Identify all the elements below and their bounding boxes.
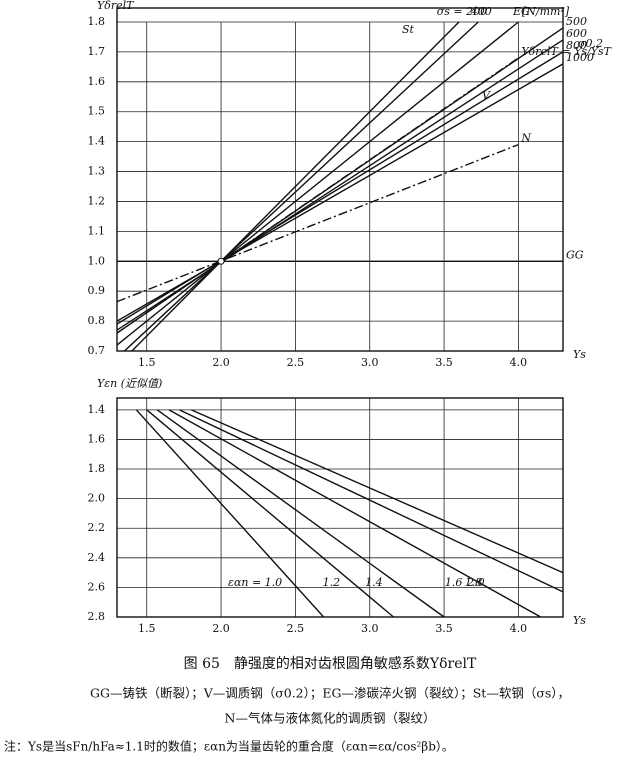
y-tick-label: 2.8 xyxy=(88,610,106,623)
series-label: σs = 200 xyxy=(437,5,487,18)
x-tick-label: 2.5 xyxy=(287,356,305,369)
y-tick-label: 1.8 xyxy=(88,462,106,475)
series-line xyxy=(179,409,564,593)
y-tick-label: 1.8 xyxy=(88,15,106,28)
y-tick-label: 1.6 xyxy=(88,432,106,445)
annotation: V xyxy=(482,89,491,102)
y-tick-label: 0.8 xyxy=(88,314,106,327)
annotation: St xyxy=(402,23,415,36)
series-line xyxy=(135,409,325,618)
y-tick-label: 1.5 xyxy=(88,105,106,118)
x-tick-label: 1.5 xyxy=(138,356,156,369)
series-label: YδrelT = Ys/YsT xyxy=(521,45,612,58)
series-line xyxy=(116,21,519,346)
x-axis-label: Ys xyxy=(573,614,586,627)
series-label: 500 xyxy=(566,15,587,28)
series-label: 400 xyxy=(470,5,492,18)
series-label: N xyxy=(520,132,531,145)
y-axis-label: Yεn (近似值) xyxy=(97,377,162,390)
x-tick-label: 1.5 xyxy=(138,622,156,635)
series-label: GG xyxy=(566,248,584,261)
x-tick-label: 3.0 xyxy=(361,622,379,635)
annotation: [N/mm²] xyxy=(522,5,570,18)
x-tick-label: 4.0 xyxy=(510,622,528,635)
series-label: 1.4 xyxy=(365,576,383,589)
series-label: 1.2 xyxy=(323,576,341,589)
series-label: EG xyxy=(512,5,530,18)
series-line xyxy=(156,409,445,618)
x-tick-label: 3.0 xyxy=(361,356,379,369)
x-tick-label: 3.5 xyxy=(435,356,453,369)
series-label: 800 xyxy=(566,39,587,52)
x-axis-label: Ys xyxy=(573,348,586,361)
x-tick-label: 2.0 xyxy=(212,622,230,635)
series-label: 2.0 xyxy=(466,576,485,589)
series-line xyxy=(191,409,564,574)
y-axis-label: YδrelT xyxy=(97,0,135,12)
series-label: 1000 xyxy=(566,51,594,64)
x-tick-label: 3.5 xyxy=(435,622,453,635)
series-line xyxy=(116,63,564,322)
y-tick-label: 1.4 xyxy=(88,403,106,416)
x-tick-label: 2.0 xyxy=(212,356,230,369)
y-tick-label: 1.3 xyxy=(88,165,106,178)
y-tick-label: 0.9 xyxy=(88,284,106,297)
pivot-marker xyxy=(217,257,225,265)
y-tick-label: 1.2 xyxy=(88,194,106,207)
y-tick-label: 2.6 xyxy=(88,580,106,593)
series-line xyxy=(146,409,394,618)
series-line xyxy=(116,57,519,334)
y-tick-label: 1.0 xyxy=(88,254,106,267)
caption-title: 图 65 静强度的相对齿根圆角敏感系数YδrelT xyxy=(184,655,477,672)
caption-legend: N—气体与液体氮化的调质钢（裂纹） xyxy=(225,711,436,726)
y-tick-label: 0.7 xyxy=(88,344,106,357)
x-tick-label: 2.5 xyxy=(287,622,305,635)
y-tick-label: 2.0 xyxy=(88,492,106,505)
series-label: εαn = 1.0 xyxy=(228,576,282,589)
caption-note: 注：Ys是当sFn/hFa≈1.1时的数值；εαn为当量齿轮的重合度（εαn=ε… xyxy=(4,739,454,754)
series-line xyxy=(168,409,542,618)
series-label: 600 xyxy=(566,27,587,40)
series-label: 1.8 xyxy=(465,576,483,589)
y-tick-label: 1.6 xyxy=(88,75,106,88)
plot-frame xyxy=(116,7,564,352)
series-line xyxy=(131,21,460,352)
y-tick-label: 2.2 xyxy=(88,521,106,534)
y-tick-label: 1.7 xyxy=(88,45,106,58)
y-tick-label: 1.1 xyxy=(88,224,106,237)
x-tick-label: 4.0 xyxy=(510,356,528,369)
plot-frame xyxy=(116,397,564,618)
y-tick-label: 1.4 xyxy=(88,135,106,148)
series-line xyxy=(116,143,519,303)
series-label: 1.6 xyxy=(445,576,463,589)
caption-legend: GG—铸铁（断裂）；V—调质钢（σ0.2）；EG—渗碳淬火钢（裂纹）；St—软钢… xyxy=(90,686,570,701)
annotation: σ0.2 xyxy=(578,37,603,50)
y-tick-label: 2.4 xyxy=(88,551,106,564)
series-line xyxy=(123,21,479,352)
